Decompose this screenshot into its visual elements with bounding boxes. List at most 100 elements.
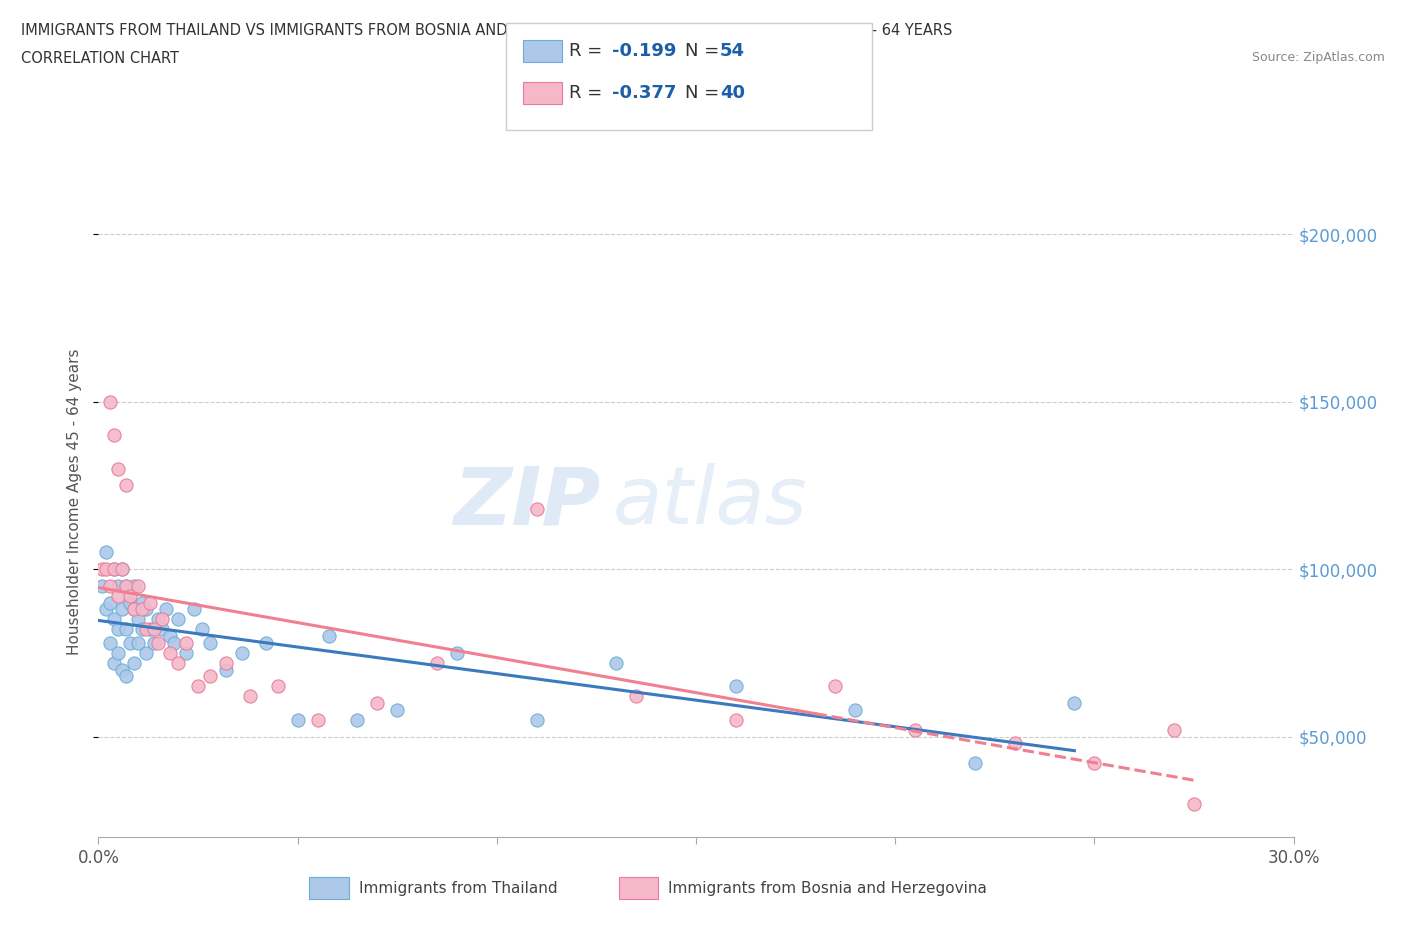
Point [135, 645, 157, 660]
Point [724, 712, 747, 727]
Point [191, 622, 214, 637]
Point [107, 622, 129, 637]
Point [904, 723, 927, 737]
Text: Immigrants from Thailand: Immigrants from Thailand [359, 881, 557, 896]
Text: 40: 40 [720, 84, 745, 102]
Point [287, 712, 309, 727]
Point [115, 478, 138, 493]
Point [215, 656, 238, 671]
Point [103, 562, 125, 577]
Point [231, 645, 253, 660]
Point [124, 578, 146, 593]
Point [143, 622, 166, 637]
Point [254, 635, 277, 650]
Point [1163, 723, 1185, 737]
Point [963, 756, 986, 771]
Point [131, 622, 153, 637]
Text: atlas: atlas [613, 463, 807, 541]
Point [103, 656, 125, 671]
Point [103, 612, 125, 627]
Point [446, 645, 468, 660]
Point [103, 562, 125, 577]
Point [127, 612, 149, 627]
Text: R =: R = [569, 84, 609, 102]
Point [626, 689, 648, 704]
Point [91, 562, 114, 577]
Point [526, 712, 548, 727]
Point [107, 645, 129, 660]
Point [150, 612, 173, 627]
Point [167, 656, 190, 671]
Point [307, 712, 329, 727]
Point [115, 578, 138, 593]
Point [159, 629, 181, 644]
Text: Source: ZipAtlas.com: Source: ZipAtlas.com [1251, 51, 1385, 64]
Point [267, 679, 290, 694]
Text: CORRELATION CHART: CORRELATION CHART [21, 51, 179, 66]
Point [239, 689, 262, 704]
Point [1063, 696, 1085, 711]
Point [124, 656, 146, 671]
Text: -0.377: -0.377 [612, 84, 676, 102]
Point [844, 702, 866, 717]
Point [91, 578, 114, 593]
Point [526, 501, 548, 516]
Point [111, 562, 134, 577]
Point [120, 589, 142, 604]
Point [100, 595, 122, 610]
Point [318, 629, 340, 644]
Point [150, 622, 173, 637]
Point [127, 635, 149, 650]
Point [100, 394, 122, 409]
Point [183, 602, 205, 617]
Point [96, 562, 118, 577]
Point [139, 622, 162, 637]
Point [107, 589, 129, 604]
Point [143, 635, 166, 650]
Point [1182, 796, 1205, 811]
Point [346, 712, 368, 727]
Point [167, 612, 190, 627]
Point [135, 622, 157, 637]
Point [139, 595, 162, 610]
Point [366, 696, 388, 711]
Text: R =: R = [569, 42, 609, 60]
Point [107, 461, 129, 476]
Point [111, 562, 134, 577]
Text: N =: N = [685, 84, 724, 102]
Point [198, 635, 221, 650]
Point [111, 662, 134, 677]
Text: -0.199: -0.199 [612, 42, 676, 60]
Point [148, 612, 170, 627]
Point [111, 602, 134, 617]
Y-axis label: Householder Income Ages 45 - 64 years: Householder Income Ages 45 - 64 years [67, 349, 83, 656]
Point [100, 635, 122, 650]
Text: IMMIGRANTS FROM THAILAND VS IMMIGRANTS FROM BOSNIA AND HERZEGOVINA HOUSEHOLDER I: IMMIGRANTS FROM THAILAND VS IMMIGRANTS F… [21, 23, 952, 38]
Point [103, 428, 125, 443]
Point [824, 679, 846, 694]
Point [131, 595, 153, 610]
Point [124, 602, 146, 617]
Point [96, 545, 118, 560]
Point [115, 578, 138, 593]
Point [131, 602, 153, 617]
Point [215, 662, 238, 677]
Text: Immigrants from Bosnia and Herzegovina: Immigrants from Bosnia and Herzegovina [668, 881, 987, 896]
Point [100, 578, 122, 593]
Point [124, 602, 146, 617]
Point [174, 635, 197, 650]
Point [1083, 756, 1105, 771]
Text: ZIP: ZIP [453, 463, 600, 541]
Point [426, 656, 449, 671]
Point [159, 645, 181, 660]
Point [120, 635, 142, 650]
Point [174, 645, 197, 660]
Point [115, 669, 138, 684]
Point [187, 679, 209, 694]
Point [115, 622, 138, 637]
Point [155, 602, 177, 617]
Point [198, 669, 221, 684]
Point [605, 656, 627, 671]
Point [1004, 736, 1026, 751]
Point [724, 679, 747, 694]
